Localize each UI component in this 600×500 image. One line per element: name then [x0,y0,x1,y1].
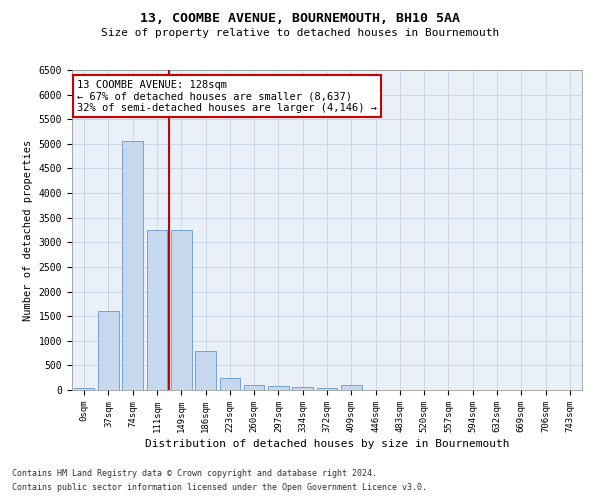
Bar [98,311,119,390]
Bar [195,350,216,390]
Bar [171,230,191,390]
Y-axis label: Number of detached properties: Number of detached properties [23,140,33,320]
Text: 13 COOMBE AVENUE: 128sqm
← 67% of detached houses are smaller (8,637)
32% of sem: 13 COOMBE AVENUE: 128sqm ← 67% of detach… [77,80,377,113]
Text: Contains public sector information licensed under the Open Government Licence v3: Contains public sector information licen… [12,484,427,492]
Bar [220,378,240,390]
Text: 13, COOMBE AVENUE, BOURNEMOUTH, BH10 5AA: 13, COOMBE AVENUE, BOURNEMOUTH, BH10 5AA [140,12,460,26]
Bar [317,388,337,390]
Bar [292,387,313,390]
Text: Size of property relative to detached houses in Bournemouth: Size of property relative to detached ho… [101,28,499,38]
Bar [244,385,265,390]
Bar [74,388,94,390]
Bar [341,384,362,390]
Bar [122,142,143,390]
Bar [268,386,289,390]
Text: Contains HM Land Registry data © Crown copyright and database right 2024.: Contains HM Land Registry data © Crown c… [12,468,377,477]
Bar [146,230,167,390]
X-axis label: Distribution of detached houses by size in Bournemouth: Distribution of detached houses by size … [145,439,509,449]
